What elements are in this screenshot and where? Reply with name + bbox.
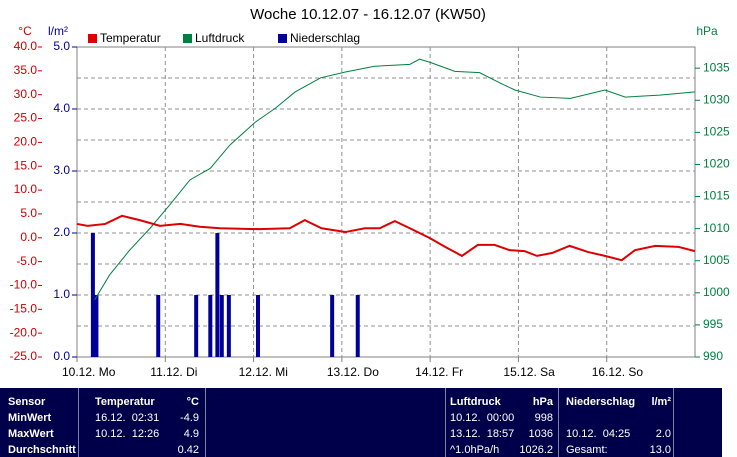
table-header-cell: °C bbox=[186, 396, 199, 408]
x-tick-label: 10.12. Mo bbox=[62, 365, 116, 379]
line bbox=[94, 58, 696, 301]
y2-tick-label: 1010 bbox=[703, 221, 730, 235]
y2-axis-title: hPa bbox=[696, 24, 718, 38]
y-tick-label: 5.0 bbox=[20, 206, 37, 220]
table-cell: 10.12. 04:25 bbox=[566, 428, 631, 440]
x-tick-label: 11.12. Di bbox=[150, 365, 197, 379]
bar bbox=[219, 295, 224, 357]
column-separator bbox=[78, 388, 79, 457]
chart-title: Woche 10.12.07 - 16.12.07 (KW50) bbox=[250, 6, 486, 23]
table-cell: 10.12. 12:26 bbox=[95, 428, 160, 440]
table-cell: Gesamt: bbox=[566, 444, 608, 456]
legend-label: Niederschlag bbox=[290, 31, 360, 45]
column-separator bbox=[445, 388, 446, 457]
table-cell: 13.12. 18:57 bbox=[450, 428, 515, 440]
y-tick-label: -5.0 bbox=[16, 254, 37, 268]
y-tick-label: 10.0 bbox=[14, 182, 38, 196]
y2-tick-label: 1030 bbox=[703, 92, 730, 106]
table-cell: Durchschnitt bbox=[8, 444, 76, 456]
bar bbox=[330, 295, 335, 357]
table-cell: ^1.0hPa/h bbox=[450, 444, 500, 456]
y2-tick-label: 995 bbox=[703, 317, 723, 331]
table-header-cell: Luftdruck bbox=[450, 396, 501, 408]
table-cell: 10.12. 00:00 bbox=[450, 412, 515, 424]
y3-tick-label: 0.0 bbox=[53, 349, 70, 363]
table-cell: MaxWert bbox=[8, 428, 54, 440]
y-tick-label: -25.0 bbox=[10, 349, 38, 363]
line bbox=[76, 214, 696, 262]
table-cell: 16.12. 02:31 bbox=[95, 412, 160, 424]
y-tick-label: -15.0 bbox=[10, 301, 38, 315]
table-header-cell: l/m² bbox=[651, 396, 671, 408]
table-cell: 1036 bbox=[528, 428, 553, 440]
table-cell: 4.9 bbox=[183, 428, 199, 440]
bar bbox=[226, 295, 231, 357]
y2-tick-label: 1025 bbox=[703, 125, 730, 139]
bar bbox=[355, 295, 360, 357]
y2-tick-label: 990 bbox=[703, 349, 723, 363]
y2-tick-label: 1020 bbox=[703, 157, 730, 171]
x-tick-label: 12.12. Mi bbox=[239, 365, 288, 379]
bar bbox=[94, 295, 99, 357]
table-cell: 13.0 bbox=[649, 444, 671, 456]
table-header-cell: hPa bbox=[532, 396, 553, 408]
y3-tick-label: 2.0 bbox=[53, 225, 70, 239]
y3-tick-label: 1.0 bbox=[53, 287, 70, 301]
y2-tick-label: 1005 bbox=[703, 253, 730, 267]
y3-tick-label: 4.0 bbox=[53, 101, 70, 115]
legend-swatch bbox=[88, 34, 97, 43]
legend-label: Temperatur bbox=[100, 31, 161, 45]
legend-swatch bbox=[183, 34, 192, 43]
y2-tick-label: 1035 bbox=[703, 60, 730, 74]
y-tick-label: -10.0 bbox=[10, 278, 38, 292]
bar bbox=[90, 233, 95, 357]
y-tick-label: 35.0 bbox=[14, 63, 38, 77]
table-header-cell: Temperatur bbox=[95, 396, 155, 408]
column-separator bbox=[673, 388, 674, 457]
y-tick-label: 25.0 bbox=[14, 111, 38, 125]
y-tick-label: 20.0 bbox=[14, 135, 38, 149]
table-cell: 2.0 bbox=[655, 428, 671, 440]
bar bbox=[208, 295, 213, 357]
y-tick-label: 40.0 bbox=[14, 39, 38, 53]
chart: Woche 10.12.07 - 16.12.07 (KW50) °C l/m²… bbox=[10, 6, 730, 379]
y3-axis-title: l/m² bbox=[48, 24, 68, 38]
y3-tick-label: 3.0 bbox=[53, 163, 70, 177]
table-cell: MinWert bbox=[8, 412, 52, 424]
legend-swatch bbox=[278, 34, 287, 43]
x-tick-label: 16.12. So bbox=[592, 365, 644, 379]
y-tick-label: 0.0 bbox=[20, 230, 37, 244]
y2-tick-label: 1015 bbox=[703, 189, 730, 203]
bar bbox=[215, 233, 220, 357]
x-tick-label: 15.12. Sa bbox=[503, 365, 555, 379]
table-cell: -4.9 bbox=[180, 412, 199, 424]
y3-tick-label: 5.0 bbox=[53, 39, 70, 53]
y-tick-label: -20.0 bbox=[10, 325, 38, 339]
table-header-cell: Niederschlag bbox=[566, 396, 636, 408]
stats-table: Sensor Temperatur °C Luftdruck hPa Niederschl… bbox=[0, 388, 722, 457]
y-tick-label: 30.0 bbox=[14, 87, 38, 101]
y2-tick-label: 1000 bbox=[703, 285, 730, 299]
bar bbox=[156, 295, 161, 357]
table-cell: 0.42 bbox=[177, 444, 199, 456]
x-tick-label: 14.12. Fr bbox=[415, 365, 463, 379]
legend-label: Luftdruck bbox=[195, 31, 245, 45]
table-cell: 1026.2 bbox=[519, 444, 553, 456]
table-cell: 998 bbox=[534, 412, 553, 424]
grid bbox=[77, 47, 695, 357]
x-tick-label: 13.12. Do bbox=[327, 365, 379, 379]
y-tick-label: 15.0 bbox=[14, 158, 38, 172]
column-separator bbox=[205, 388, 206, 457]
y-axis-title: °C bbox=[18, 24, 32, 38]
bar bbox=[194, 295, 199, 357]
table-header-cell: Sensor bbox=[8, 396, 46, 408]
column-separator bbox=[558, 388, 559, 457]
bar bbox=[255, 295, 260, 357]
